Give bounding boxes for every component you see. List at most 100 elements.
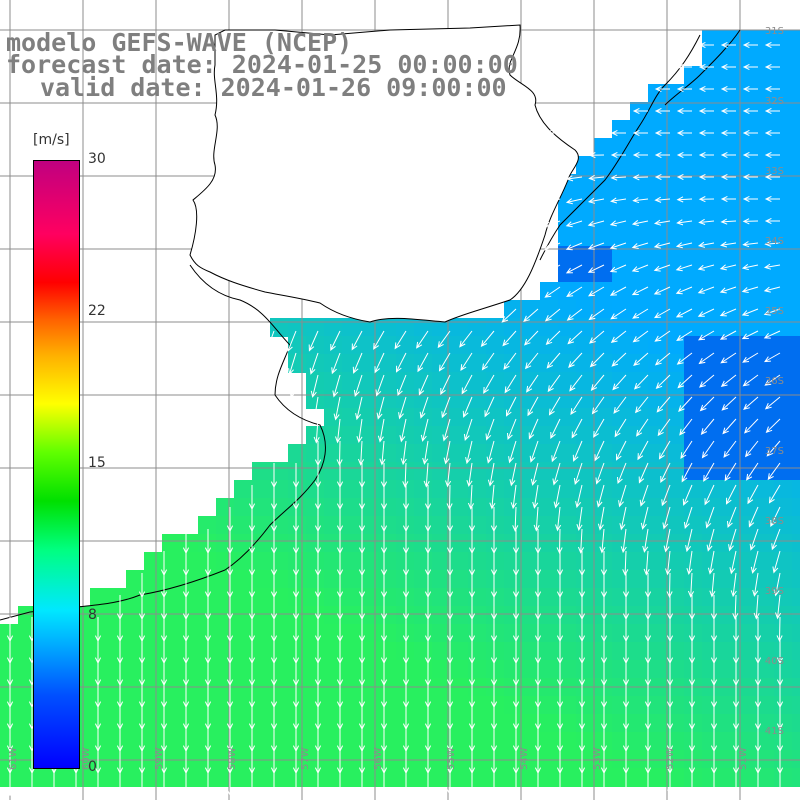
wind-speed-cell	[144, 570, 163, 589]
wind-speed-cell	[252, 498, 271, 517]
wind-speed-cell	[720, 228, 739, 247]
wind-arrow	[698, 151, 714, 159]
wind-speed-cell	[666, 282, 685, 301]
wind-arrow	[620, 528, 627, 554]
wind-speed-cell	[108, 768, 127, 787]
wind-arrow	[588, 152, 605, 159]
longitude-label: 54W	[519, 747, 530, 770]
wind-speed-cell	[756, 228, 775, 247]
wind-speed-cell	[522, 408, 541, 427]
wind-arrow	[701, 440, 715, 459]
wind-arrow	[719, 286, 737, 294]
wind-speed-cell	[702, 552, 721, 571]
wind-arrow	[575, 484, 583, 509]
wind-speed-cell	[702, 246, 721, 265]
wind-arrow	[698, 218, 715, 225]
wind-speed-cell	[162, 714, 181, 733]
wind-speed-cell	[126, 570, 145, 589]
wind-speed-cell	[540, 444, 559, 463]
wind-speed-cell	[648, 768, 667, 787]
wind-speed-cell	[468, 498, 487, 517]
wind-speed-cell	[684, 156, 703, 175]
wind-speed-cell	[360, 696, 379, 715]
wind-arrow	[508, 440, 517, 464]
wind-speed-cell	[108, 696, 127, 715]
wind-speed-cell	[522, 714, 541, 733]
wind-speed-cell	[180, 714, 199, 733]
wind-speed-cell	[792, 426, 800, 445]
wind-arrow	[767, 462, 781, 481]
wind-speed-cell	[378, 552, 397, 571]
wind-arrow	[744, 440, 759, 458]
wind-speed-cell	[486, 408, 505, 427]
wind-speed-cell	[648, 228, 667, 247]
wind-speed-cell	[738, 30, 757, 49]
wind-speed-cell	[450, 354, 469, 373]
wind-speed-cell	[720, 408, 739, 427]
latitude-label: 35S	[765, 306, 784, 317]
wind-arrow	[524, 352, 539, 370]
wind-speed-cell	[306, 768, 325, 787]
wind-arrow	[742, 173, 758, 181]
wind-speed-cell	[270, 660, 289, 679]
wind-speed-cell	[684, 264, 703, 283]
wind-speed-cell	[612, 516, 631, 535]
wind-arrow	[653, 242, 671, 249]
wind-speed-cell	[360, 336, 379, 355]
wind-speed-cell	[594, 480, 613, 499]
wind-speed-cell	[720, 480, 739, 499]
wind-speed-cell	[792, 444, 800, 463]
wind-speed-cell	[108, 732, 127, 751]
wind-speed-cell	[504, 444, 523, 463]
wind-arrow	[548, 396, 561, 416]
wind-arrow	[402, 771, 410, 797]
wind-speed-cell	[252, 516, 271, 535]
wind-arrow	[698, 173, 714, 181]
wind-arrow	[697, 286, 715, 294]
wind-arrow	[552, 462, 561, 486]
wind-speed-cell	[594, 390, 613, 409]
wind-speed-cell	[630, 462, 649, 481]
wind-speed-cell	[342, 480, 361, 499]
wind-arrow	[764, 374, 781, 386]
longitude-label: 57W	[300, 747, 311, 770]
wind-speed-cell	[774, 642, 793, 661]
wind-speed-cell	[756, 696, 775, 715]
wind-speed-cell	[216, 624, 235, 643]
wind-speed-cell	[648, 246, 667, 265]
wind-arrow	[487, 462, 495, 487]
wind-speed-cell	[540, 660, 559, 679]
wind-speed-cell	[720, 714, 739, 733]
wind-arrow	[688, 771, 696, 797]
longitude-label: 56W	[373, 747, 384, 770]
wind-speed-cell	[756, 318, 775, 337]
wind-speed-cell	[612, 408, 631, 427]
wind-speed-cell	[432, 768, 451, 787]
wind-arrow	[617, 462, 627, 485]
wind-speed-cell	[648, 156, 667, 175]
wind-speed-cell	[648, 606, 667, 625]
wind-speed-cell	[774, 300, 793, 319]
wind-speed-cell	[738, 516, 757, 535]
wind-speed-cell	[684, 66, 703, 85]
wind-speed-cell	[180, 570, 199, 589]
wind-arrow	[375, 374, 385, 397]
wind-arrow	[505, 396, 517, 417]
wind-speed-cell	[774, 714, 793, 733]
latitude-label: 40S	[765, 656, 784, 667]
wind-speed-cell	[468, 462, 487, 481]
wind-speed-cell	[774, 444, 793, 463]
wind-speed-cell	[648, 732, 667, 751]
wind-arrow	[248, 771, 256, 797]
wind-speed-cell	[792, 66, 800, 85]
wind-speed-cell	[738, 408, 757, 427]
wind-speed-cell	[684, 228, 703, 247]
wind-arrow	[705, 506, 715, 529]
wind-speed-cell	[432, 642, 451, 661]
wind-speed-cell	[720, 282, 739, 301]
wind-speed-cell	[792, 462, 800, 481]
wind-arrow	[489, 484, 496, 510]
wind-arrow	[654, 173, 670, 181]
wind-arrow	[438, 352, 451, 372]
wind-speed-cell	[378, 498, 397, 517]
